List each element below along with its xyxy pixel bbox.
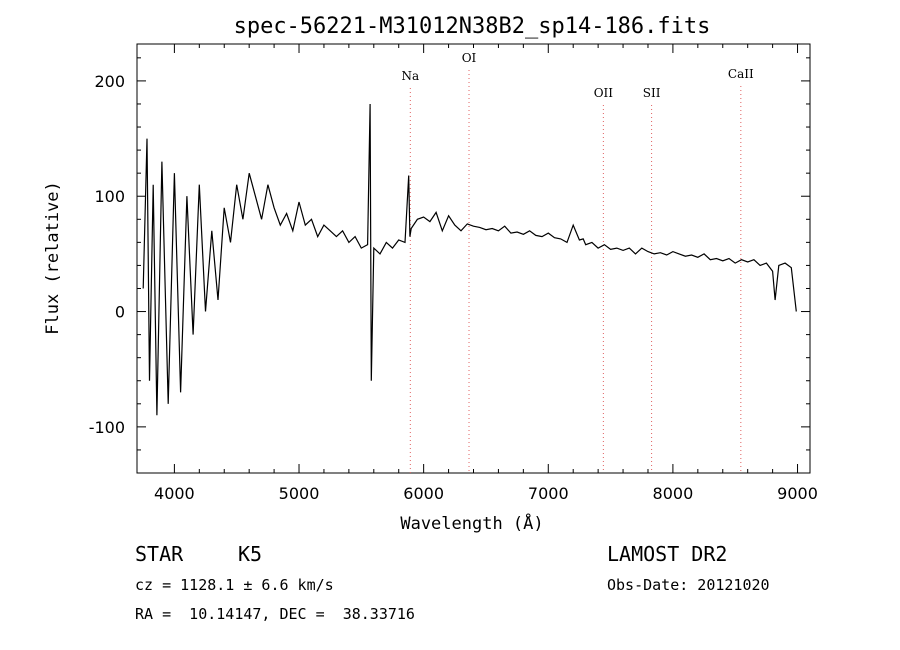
spectrum-trace bbox=[142, 103, 797, 416]
x-tick-label: 6000 bbox=[403, 484, 444, 503]
survey-name: LAMOST DR2 bbox=[607, 542, 728, 566]
line-label-caii: CaII bbox=[728, 67, 754, 81]
coordinates: RA = 10.14147, DEC = 38.33716 bbox=[135, 605, 415, 623]
y-tick-label: 200 bbox=[94, 72, 125, 91]
object-class: STAR bbox=[135, 542, 184, 566]
x-tick-label: 7000 bbox=[528, 484, 569, 503]
emission-line-markers: Na OI OII SII CaII bbox=[401, 51, 754, 473]
line-label-na: Na bbox=[401, 69, 419, 83]
x-tick-label: 4000 bbox=[154, 484, 195, 503]
y-tick-label: 100 bbox=[94, 187, 125, 206]
spectrum-line bbox=[142, 103, 797, 416]
redshift-velocity: cz = 1128.1 ± 6.6 km/s bbox=[135, 576, 334, 594]
axis-ticks: 4000 5000 6000 7000 8000 9000 -100 0 100 200 bbox=[89, 44, 818, 503]
x-tick-label: 8000 bbox=[653, 484, 694, 503]
chart-title: spec-56221-M31012N38B2_sp14-186.fits bbox=[234, 14, 711, 39]
x-tick-label: 9000 bbox=[777, 484, 818, 503]
x-tick-label: 5000 bbox=[279, 484, 320, 503]
line-label-oii: OII bbox=[594, 86, 614, 100]
line-label-sii: SII bbox=[643, 86, 661, 100]
y-tick-label: 0 bbox=[115, 303, 125, 322]
x-axis-label: Wavelength (Å) bbox=[400, 512, 543, 534]
observation-date: Obs-Date: 20121020 bbox=[607, 576, 770, 594]
y-axis-label: Flux (relative) bbox=[43, 181, 63, 335]
line-label-oi: OI bbox=[462, 51, 477, 65]
object-subclass: K5 bbox=[238, 542, 263, 566]
y-tick-label: -100 bbox=[89, 418, 125, 437]
